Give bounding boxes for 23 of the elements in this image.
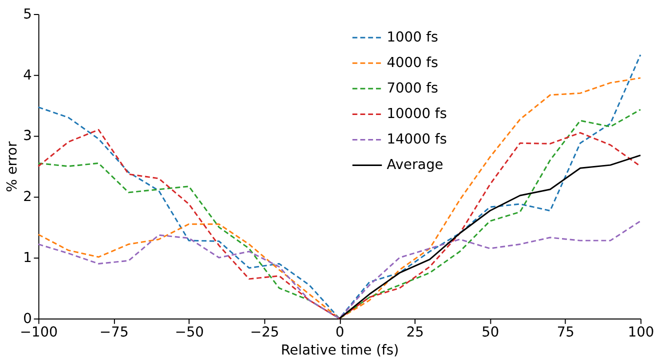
x-tick-label: −50 <box>174 324 204 341</box>
x-tick-label: 25 <box>406 324 424 341</box>
y-tick-label: 5 <box>23 6 32 22</box>
x-tick-label: 50 <box>482 324 500 341</box>
legend-label: 10000 fs <box>386 106 447 122</box>
y-tick-label: 0 <box>23 310 32 327</box>
x-tick-label: −75 <box>100 324 129 341</box>
x-tick-label: −100 <box>20 324 58 341</box>
y-tick-label: 1 <box>23 250 32 266</box>
y-tick-label: 2 <box>23 189 32 206</box>
x-tick-label: 100 <box>628 324 654 341</box>
y-axis-title: % error <box>4 141 20 192</box>
y-tick-label: 4 <box>23 67 32 84</box>
legend-label: Average <box>386 157 444 174</box>
x-tick-label: 0 <box>336 324 344 341</box>
x-axis-title: Relative time (fs) <box>280 342 399 358</box>
x-tick-label: 75 <box>556 324 574 341</box>
legend-label: 4000 fs <box>386 55 438 72</box>
y-tick-label: 3 <box>23 128 32 144</box>
legend-label: 14000 fs <box>386 132 447 148</box>
x-tick-label: −25 <box>250 324 280 341</box>
legend-label: 7000 fs <box>386 80 438 97</box>
legend-label: 1000 fs <box>386 30 438 46</box>
